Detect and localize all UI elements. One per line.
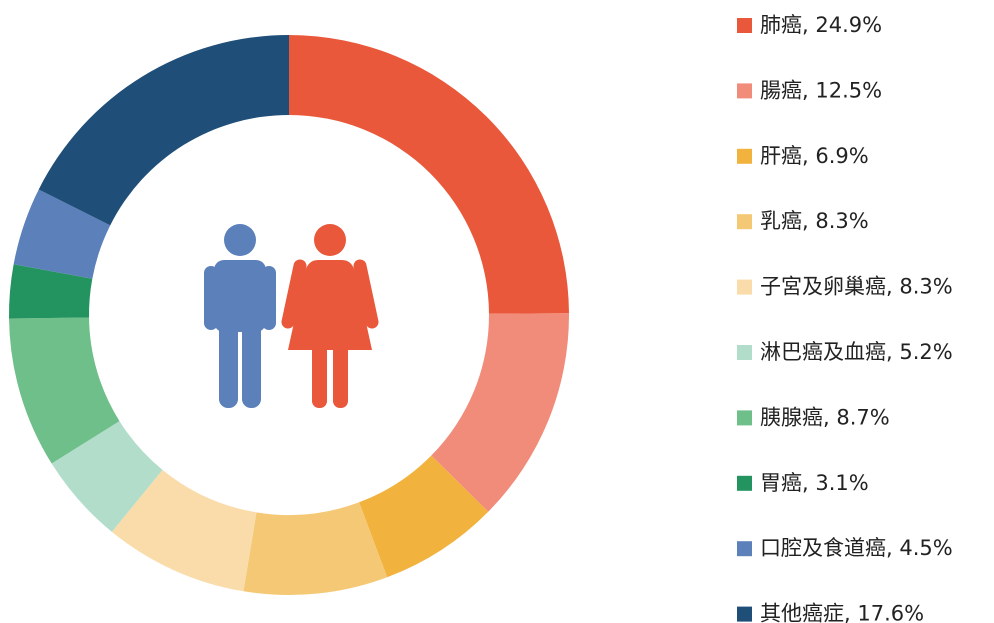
legend-swatch [737, 83, 752, 99]
legend-swatch [737, 410, 752, 426]
legend-swatch [737, 541, 752, 557]
legend-label: 肝癌, 6.9% [760, 144, 869, 168]
man-icon [204, 224, 276, 408]
donut-slice [289, 35, 569, 314]
legend-label: 子宮及卵巢癌, 8.3% [760, 275, 953, 299]
donut-slice [9, 317, 120, 464]
legend-label: 腸癌, 12.5% [760, 78, 882, 102]
legend-label: 肺癌, 24.9% [760, 13, 882, 37]
donut-slice [51, 421, 163, 532]
donut-slice [431, 313, 569, 512]
legend-swatch [737, 214, 752, 230]
legend-swatch [737, 279, 752, 295]
legend-swatch [737, 345, 752, 360]
legend-swatch [737, 18, 752, 33]
donut-slice [13, 189, 111, 279]
legend-swatch [737, 475, 752, 491]
legend-label: 口腔及食道癌, 4.5% [760, 536, 953, 560]
donut-slice [111, 469, 257, 592]
legend-swatch [737, 148, 752, 164]
donut-slice [243, 502, 388, 596]
woman-icon [281, 224, 379, 408]
donut-slice [359, 455, 489, 578]
legend-label: 胃癌, 3.1% [760, 471, 869, 495]
donut-slice [8, 264, 93, 319]
legend-label: 乳癌, 8.3% [760, 209, 869, 233]
legend-label: 胰腺癌, 8.7% [760, 405, 890, 429]
donut-slice [38, 35, 290, 226]
legend-label: 淋巴癌及血癌, 5.2% [760, 340, 953, 364]
legend-swatch [737, 606, 752, 622]
people-icon [204, 224, 379, 408]
legend-label: 其他癌症, 17.6% [760, 602, 924, 623]
